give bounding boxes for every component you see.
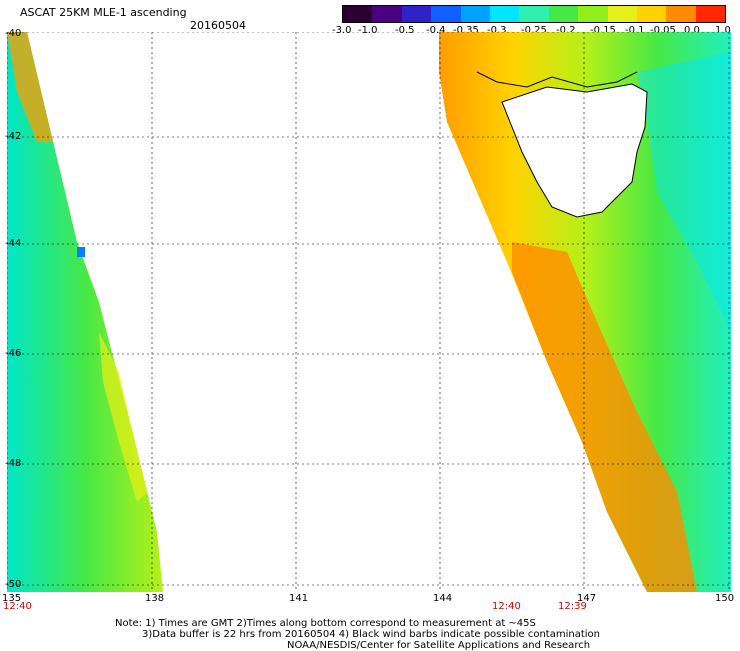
colorbar-swatch — [489, 6, 520, 22]
colorbar-label: -0.4 — [426, 25, 446, 36]
colorbar-label: -1.0 — [358, 25, 378, 36]
colorbar-label: -0.15 — [590, 25, 616, 36]
tasmania-landmass — [501, 83, 648, 218]
lat-label: -48 — [5, 458, 22, 469]
note-line: 3)Data buffer is 22 hrs from 20160504 4)… — [142, 629, 600, 640]
graticule — [7, 32, 731, 592]
colorbar-swatch — [372, 6, 402, 22]
colorbar-swatch — [636, 6, 667, 22]
lon-label: 141 — [289, 593, 309, 604]
colorbar-swatch — [431, 6, 461, 22]
map-title: ASCAT 25KM MLE-1 ascending — [20, 6, 187, 19]
colorbar-label: -0.35 — [453, 25, 479, 36]
lat-label: -44 — [5, 238, 22, 249]
time-label: 12:40 — [3, 601, 32, 612]
colorbar-swatch — [460, 6, 490, 22]
left-swath-edge-hot — [7, 32, 53, 142]
colorbar-label: -0.05 — [650, 25, 676, 36]
scatterometer-map — [7, 32, 731, 592]
colorbar-swatch — [695, 6, 726, 22]
lon-label: 144 — [433, 593, 453, 604]
lat-label: -50 — [5, 579, 22, 590]
colorbar-swatch — [548, 6, 579, 22]
colorbar-label: -0.5 — [395, 25, 415, 36]
colorbar-label: -0.25 — [521, 25, 547, 36]
colorbar-label: 0.0 — [684, 25, 700, 36]
note-line: NOAA/NESDIS/Center for Satellite Applica… — [287, 640, 591, 651]
lon-label: 135 — [2, 593, 22, 604]
lat-label: -40 — [5, 28, 22, 39]
time-label: 12:40 — [492, 601, 521, 612]
colorbar-swatch — [519, 6, 549, 22]
colorbar-swatch — [401, 6, 432, 22]
lon-label: 147 — [577, 593, 597, 604]
lat-label: -42 — [5, 131, 22, 142]
map-date: 20160504 — [190, 19, 246, 32]
colorbar-swatch — [578, 6, 608, 22]
note-line: Note: 1) Times are GMT 2)Times along bot… — [115, 618, 536, 629]
lon-label: 138 — [145, 593, 165, 604]
right-swath-cyan-region — [637, 52, 731, 332]
left-swath-blue-pixel — [77, 247, 85, 257]
coastline — [476, 71, 638, 88]
colorbar-label: -3.0 — [332, 25, 352, 36]
colorbar-label: -0.3 — [487, 25, 507, 36]
lat-label: -46 — [5, 348, 22, 359]
right-swath-orange-band — [512, 242, 697, 592]
colorbar-labels: -3.0 -1.0 -0.5 -0.4 -0.35 -0.3 -0.25 -0.… — [330, 25, 731, 37]
colorbar-label: -0.1 — [625, 25, 645, 36]
colorbar-swatch — [666, 6, 696, 22]
left-swath-yellow-band — [99, 332, 147, 502]
colorbar-label: -0.2 — [556, 25, 576, 36]
colorbar-label: 1.0 — [715, 25, 731, 36]
colorbar — [342, 5, 726, 23]
time-label: 12:39 — [558, 601, 587, 612]
colorbar-swatch — [343, 6, 373, 22]
colorbar-swatch — [607, 6, 637, 22]
lon-label: 150 — [715, 593, 735, 604]
